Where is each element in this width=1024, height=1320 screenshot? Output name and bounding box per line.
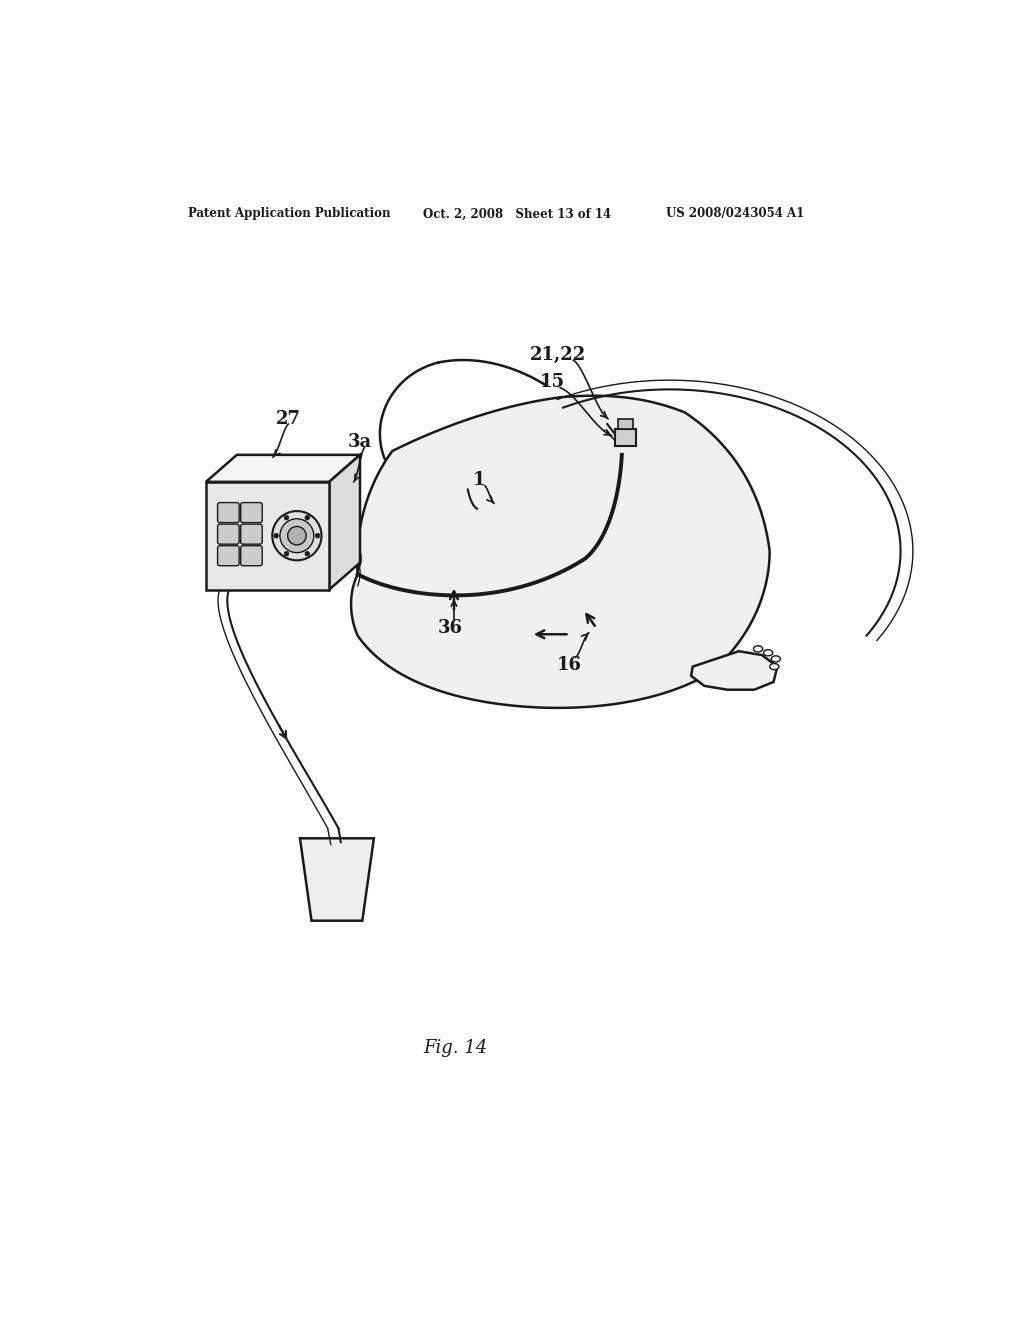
Circle shape: [315, 533, 319, 539]
Ellipse shape: [771, 656, 780, 663]
FancyBboxPatch shape: [241, 545, 262, 566]
Text: 15: 15: [540, 372, 565, 391]
Ellipse shape: [764, 649, 773, 656]
Text: Fig. 14: Fig. 14: [423, 1039, 487, 1057]
FancyBboxPatch shape: [241, 503, 262, 523]
Circle shape: [288, 527, 306, 545]
Circle shape: [305, 515, 309, 520]
Polygon shape: [206, 455, 360, 482]
Circle shape: [285, 552, 289, 556]
FancyBboxPatch shape: [217, 545, 240, 566]
FancyBboxPatch shape: [217, 503, 240, 523]
Circle shape: [285, 515, 289, 520]
Text: 36: 36: [437, 619, 463, 638]
Ellipse shape: [770, 664, 779, 669]
Circle shape: [305, 552, 309, 556]
Ellipse shape: [754, 645, 763, 652]
Text: 1: 1: [473, 471, 485, 490]
Text: 16: 16: [557, 656, 582, 675]
Text: Patent Application Publication: Patent Application Publication: [188, 207, 391, 220]
Text: US 2008/0243054 A1: US 2008/0243054 A1: [666, 207, 804, 220]
Polygon shape: [351, 396, 770, 708]
Text: 3a: 3a: [348, 433, 372, 450]
Polygon shape: [300, 838, 374, 921]
Text: 21,22: 21,22: [529, 346, 586, 364]
Circle shape: [280, 519, 313, 553]
FancyBboxPatch shape: [241, 524, 262, 544]
Text: 27: 27: [275, 409, 301, 428]
FancyBboxPatch shape: [614, 429, 637, 446]
Circle shape: [272, 511, 322, 561]
FancyBboxPatch shape: [217, 524, 240, 544]
FancyBboxPatch shape: [617, 418, 634, 429]
Polygon shape: [330, 455, 360, 590]
Circle shape: [273, 533, 279, 539]
Text: Oct. 2, 2008   Sheet 13 of 14: Oct. 2, 2008 Sheet 13 of 14: [423, 207, 611, 220]
Polygon shape: [691, 651, 777, 689]
FancyBboxPatch shape: [206, 482, 330, 590]
